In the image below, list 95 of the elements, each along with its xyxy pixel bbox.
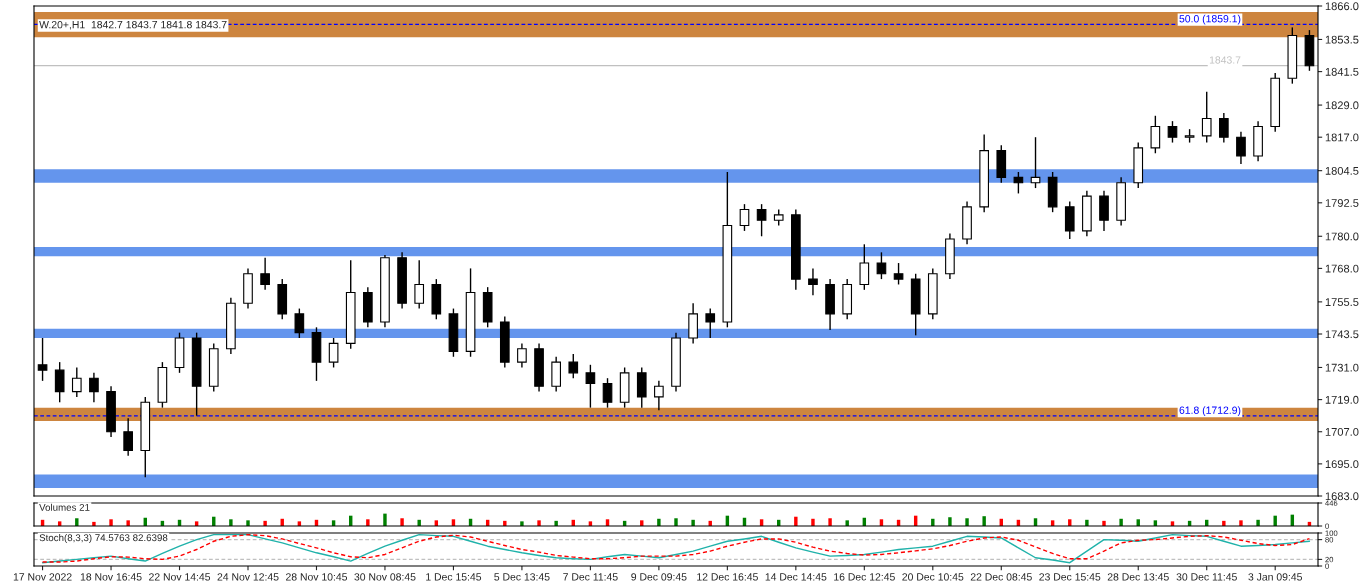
x-tick-label: 30 Dec 11:45 bbox=[1176, 573, 1237, 581]
candlestick bbox=[1150, 115, 1161, 154]
x-tick-label: 16 Dec 12:45 bbox=[834, 573, 895, 581]
x-tick-label: 1 Dec 15:45 bbox=[426, 573, 482, 581]
bar bbox=[1085, 519, 1089, 526]
x-tick-label: 23 Dec 15:45 bbox=[1039, 573, 1101, 581]
candlestick bbox=[54, 361, 65, 403]
x-tick-label: 28 Nov 10:45 bbox=[286, 573, 348, 581]
y-tick-label: 1731.0 bbox=[1325, 363, 1359, 372]
bar bbox=[845, 520, 849, 526]
bar bbox=[1273, 515, 1277, 526]
x-tick-label: 7 Dec 11:45 bbox=[563, 573, 618, 581]
chart-title: Volumes 21 bbox=[39, 503, 90, 511]
ref-line-label: 1843.7 bbox=[1209, 56, 1241, 64]
bar bbox=[674, 518, 678, 526]
bar bbox=[691, 519, 695, 526]
candlestick bbox=[71, 366, 82, 398]
candlestick bbox=[89, 372, 99, 403]
chart-title: Stoch(8,3,3) 74.5763 82.6398 bbox=[39, 533, 168, 544]
bar bbox=[383, 513, 387, 526]
bar bbox=[1256, 519, 1260, 526]
candlestick bbox=[1167, 120, 1178, 144]
candlestick bbox=[756, 203, 767, 237]
x-tick-label: 14 Dec 14:45 bbox=[765, 573, 827, 581]
candlestick bbox=[123, 417, 133, 457]
x-tick-label: 17 Nov 2022 bbox=[13, 573, 72, 581]
bar bbox=[400, 518, 404, 526]
y-tick-label: 1829.0 bbox=[1325, 101, 1359, 110]
bar bbox=[109, 519, 113, 526]
bar bbox=[75, 518, 79, 526]
bar bbox=[657, 518, 661, 526]
candlestick bbox=[414, 259, 425, 310]
x-tick-label: 18 Nov 16:45 bbox=[80, 573, 142, 581]
bar bbox=[520, 521, 524, 526]
bar bbox=[229, 519, 233, 526]
bar bbox=[366, 519, 370, 526]
candlestick bbox=[705, 307, 716, 339]
y-tick-label: 1841.5 bbox=[1325, 67, 1359, 76]
candlestick bbox=[1219, 112, 1229, 144]
y-tick-label: 1755.5 bbox=[1325, 298, 1359, 307]
bar bbox=[794, 516, 798, 526]
y-tick-label: 1743.5 bbox=[1325, 330, 1359, 339]
candlestick bbox=[654, 380, 664, 412]
y-tick-label: 1768.0 bbox=[1325, 264, 1359, 273]
candlestick bbox=[739, 203, 750, 232]
ref-line-label: 50.0 (1859.1) bbox=[1179, 14, 1241, 25]
candlestick bbox=[808, 267, 818, 296]
bar bbox=[811, 518, 815, 526]
candlestick bbox=[517, 342, 527, 369]
y-tick-label: 1780.0 bbox=[1325, 232, 1359, 241]
y-tick-label: 1866.0 bbox=[1325, 2, 1359, 11]
candlestick bbox=[602, 377, 613, 409]
bar bbox=[828, 518, 832, 526]
candlestick bbox=[1236, 131, 1246, 165]
bar bbox=[1239, 520, 1243, 526]
y-tick-label: 1683.0 bbox=[1325, 492, 1359, 501]
bar bbox=[1119, 518, 1123, 526]
bar bbox=[246, 520, 250, 526]
x-tick-label: 22 Dec 08:45 bbox=[970, 573, 1032, 581]
candlestick bbox=[568, 353, 579, 379]
x-tick-label: 5 Dec 13:45 bbox=[494, 573, 550, 581]
candlestick bbox=[585, 364, 596, 409]
bar bbox=[948, 517, 952, 526]
candlestick bbox=[328, 337, 339, 369]
bar bbox=[537, 520, 541, 526]
x-tick-label: 28 Dec 13:45 bbox=[1107, 573, 1169, 581]
candlestick bbox=[1013, 171, 1024, 195]
bar bbox=[126, 520, 130, 526]
bar bbox=[417, 519, 421, 526]
bar bbox=[965, 518, 969, 526]
x-tick-label: 24 Nov 12:45 bbox=[217, 573, 279, 581]
bar bbox=[982, 516, 986, 526]
bar bbox=[931, 518, 935, 526]
y-tick-label: 1719.0 bbox=[1325, 395, 1359, 404]
ref-line-label: 61.8 (1712.9) bbox=[1179, 406, 1241, 416]
candlestick bbox=[876, 251, 887, 280]
y-tick-label: 1792.5 bbox=[1325, 199, 1359, 207]
x-tick-label: 12 Dec 16:45 bbox=[697, 573, 758, 581]
candlestick bbox=[859, 243, 870, 291]
y-tick-label: 1695.0 bbox=[1325, 460, 1359, 468]
x-tick-label: 20 Dec 10:45 bbox=[902, 573, 964, 581]
y-tick-label: 1707.0 bbox=[1325, 428, 1359, 436]
candlestick bbox=[294, 307, 305, 339]
candlestick bbox=[893, 262, 904, 286]
x-tick-label: 3 Jan 09:45 bbox=[1248, 573, 1302, 581]
candlestick bbox=[260, 256, 270, 291]
text: W.20+,H1 1842.7 1843.7 1841.8 1843.7 bbox=[39, 20, 227, 30]
candlestick bbox=[1201, 90, 1212, 144]
candlestick bbox=[37, 337, 48, 382]
y-tick-label: 1853.5 bbox=[1325, 35, 1359, 44]
y-tick-label: 1817.0 bbox=[1325, 133, 1359, 142]
x-tick-label: 30 Nov 08:45 bbox=[354, 573, 416, 581]
y-tick-label: 1804.5 bbox=[1325, 166, 1359, 175]
x-tick-label: 9 Dec 09:45 bbox=[631, 573, 687, 581]
x-tick-label: 22 Nov 14:45 bbox=[149, 573, 211, 581]
